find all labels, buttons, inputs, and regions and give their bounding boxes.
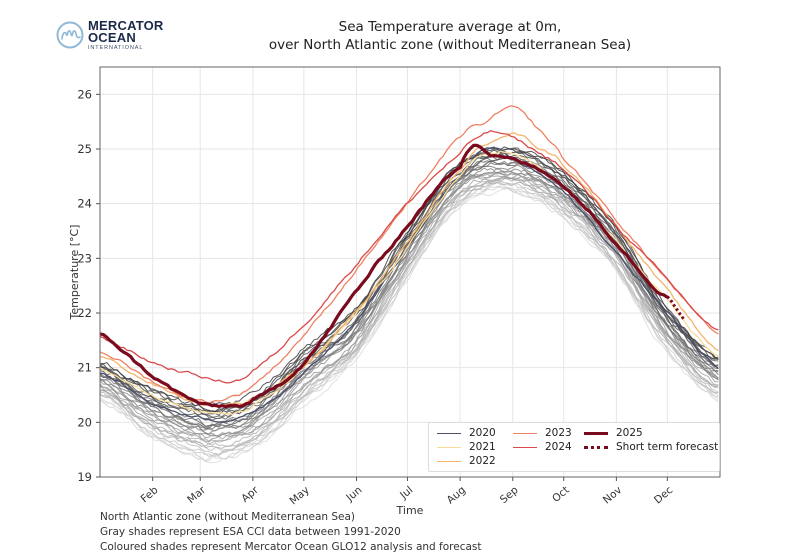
x-tick-label: Apr [239, 484, 261, 505]
legend-label: 2020 [469, 427, 496, 439]
y-tick-label: 24 [77, 197, 92, 211]
plot-frame [99, 66, 721, 478]
y-tick-label: 21 [77, 361, 92, 375]
climatology-line [99, 154, 719, 421]
footer-notes: North Atlantic zone (without Mediterrane… [100, 510, 482, 555]
legend-swatch-forecast [584, 445, 608, 449]
footer-line-1: North Atlantic zone (without Mediterrane… [100, 511, 356, 523]
legend-item-2025: 2025 [584, 427, 643, 439]
legend-item-forecast: Short term forecast [584, 441, 718, 453]
series-line-2025 [99, 143, 669, 409]
climatology-line [99, 172, 719, 442]
x-tick-label: Sep [498, 484, 521, 506]
climatology-line [99, 185, 719, 463]
climatology-line [99, 182, 719, 457]
y-tick-label: 23 [77, 251, 92, 265]
legend-item-2024: 2024 [513, 441, 572, 453]
y-ticks: 19 20 21 22 23 24 25 26 [77, 87, 100, 484]
series-lines [99, 105, 719, 424]
climatology-line [99, 157, 719, 427]
x-tick-label: Feb [139, 484, 161, 505]
climatology-line [99, 147, 719, 416]
climatology-line [99, 148, 719, 407]
series-line-2023 [99, 105, 719, 404]
x-tick-label: Oct [550, 484, 572, 505]
legend-label: 2025 [616, 427, 643, 439]
x-tick-label: Aug [445, 484, 468, 506]
chart-title: Sea Temperature average at 0m, over Nort… [200, 18, 700, 54]
x-tick-label: Dec [652, 484, 675, 506]
legend-item-2020: 2020 [437, 427, 496, 439]
y-tick-label: 20 [77, 415, 92, 429]
climatology-line [99, 174, 719, 437]
legend-swatch-2020 [437, 432, 461, 434]
chart-title-line-1: Sea Temperature average at 0m, [338, 19, 562, 35]
logo-line-2: OCEAN [88, 30, 136, 45]
y-tick-label: 19 [77, 470, 92, 484]
logo-wordmark: MERCATOR OCEAN [88, 18, 164, 45]
x-tick-label: Jul [397, 484, 415, 502]
climatology-line [99, 177, 719, 449]
climatology-line [99, 155, 719, 420]
x-tick-label: Nov [601, 484, 624, 506]
legend: 2020 2021 2022 2023 2024 2025 Short term… [428, 422, 720, 472]
legend-item-2021: 2021 [437, 441, 496, 453]
climatology-lines [99, 146, 719, 464]
climatology-line [99, 146, 719, 412]
x-tick-label: Mar [185, 484, 208, 506]
legend-swatch-2024 [513, 446, 537, 448]
climatology-line [99, 171, 719, 438]
series-line-2021 [99, 150, 719, 416]
y-tick-label: 26 [77, 87, 92, 101]
legend-item-2022: 2022 [437, 455, 496, 467]
legend-label: 2021 [469, 441, 496, 453]
legend-label: Short term forecast [616, 441, 719, 453]
x-ticks: Feb Mar Apr May Jun Jul Aug Sep Oct Nov Dec [139, 477, 675, 507]
y-tick-label: 22 [77, 306, 92, 320]
legend-label: 2022 [469, 455, 496, 467]
climatology-line [99, 172, 719, 439]
x-axis-label: Time [396, 504, 424, 517]
legend-label: 2023 [545, 427, 572, 439]
legend-swatch-2021 [437, 446, 461, 448]
logo-subtitle: INTERNATIONAL [88, 45, 144, 51]
climatology-line [99, 167, 719, 435]
climatology-line [99, 164, 719, 430]
climatology-line [99, 150, 719, 413]
mercator-m-circle-icon [56, 21, 84, 49]
climatology-line [99, 170, 719, 432]
logo-line-1: MERCATOR [88, 18, 164, 33]
climatology-line [99, 186, 719, 462]
legend-label: 2024 [545, 441, 572, 453]
legend-swatch-2023 [513, 432, 537, 434]
footer-line-2: Gray shades represent ESA CCI data betwe… [100, 526, 401, 538]
climatology-line [99, 177, 719, 443]
footer-line-3: Coloured shades represent Mercator Ocean… [100, 541, 482, 553]
series-line-2024 [99, 130, 719, 384]
y-tick-label: 25 [77, 142, 92, 156]
mercator-ocean-logo: MERCATOR OCEAN INTERNATIONAL [55, 18, 165, 54]
legend-swatch-2025 [584, 431, 608, 435]
legend-swatch-2022 [437, 460, 461, 462]
x-tick-label: Jun [343, 484, 364, 504]
x-tick-label: May [287, 484, 311, 507]
chart-title-line-2: over North Atlantic zone (without Medite… [268, 37, 632, 53]
legend-item-2023: 2023 [513, 427, 572, 439]
y-axis-label: Temperature [°C] [68, 225, 81, 321]
